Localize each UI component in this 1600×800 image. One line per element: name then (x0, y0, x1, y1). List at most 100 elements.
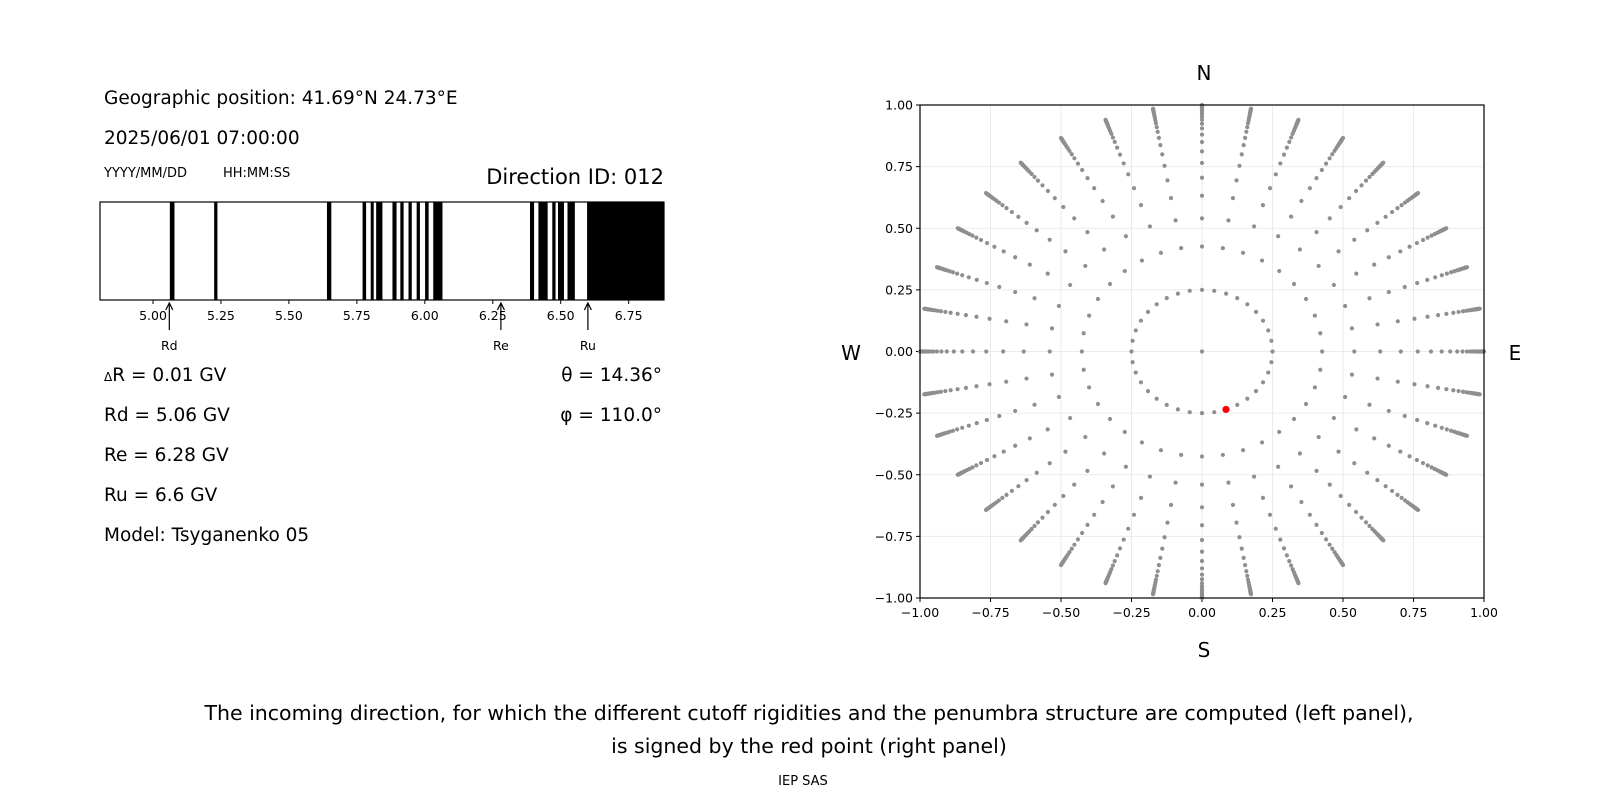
direction-point (1412, 382, 1417, 387)
caption-line-2: is signed by the red point (right panel) (611, 734, 1007, 758)
direction-point (1439, 425, 1444, 430)
direction-point (1260, 203, 1266, 208)
direction-point (1199, 149, 1205, 154)
direction-point (1390, 488, 1395, 494)
direction-point (1016, 214, 1021, 219)
direction-point (1024, 376, 1029, 381)
direction-point (1278, 537, 1283, 542)
direction-point (983, 190, 989, 196)
direction-point (1363, 520, 1369, 525)
direction-point (1240, 448, 1246, 453)
direction-point (938, 389, 944, 394)
x-tick-label: 0.75 (1400, 605, 1428, 620)
direction-point (966, 275, 971, 280)
direction-point (1199, 193, 1205, 198)
direction-point (1297, 451, 1302, 456)
theta-text: = 14.36° (573, 365, 662, 386)
direction-point (1439, 273, 1444, 278)
direction-point (934, 433, 940, 438)
direction-point (978, 460, 984, 466)
phi-value: φ = 110.0° (560, 405, 662, 426)
direction-point (1435, 385, 1441, 390)
direction-point (1110, 484, 1115, 489)
direction-point (1199, 482, 1205, 487)
direction-point (970, 349, 976, 354)
direction-point (1291, 281, 1297, 287)
direction-point (1147, 224, 1153, 229)
phi-text: = 110.0° (573, 405, 662, 426)
direction-point (1123, 464, 1128, 469)
direction-point (1199, 523, 1205, 528)
direction-point (1063, 449, 1068, 454)
direction-point (974, 384, 979, 389)
y-tick-label: 0.25 (885, 282, 913, 297)
direction-point (1168, 502, 1174, 508)
direction-point (1444, 472, 1449, 477)
direction-point (1259, 440, 1265, 445)
direction-point (1318, 331, 1323, 336)
direction-point (1237, 163, 1242, 168)
direction-point (1085, 468, 1090, 473)
direction-point (1316, 434, 1321, 440)
y-tick-label: −0.75 (875, 529, 913, 544)
direction-point (1199, 349, 1205, 354)
direction-point (1251, 474, 1257, 479)
direction-point (1456, 388, 1461, 394)
direction-point (1133, 370, 1138, 375)
direction-point (1425, 384, 1430, 389)
direction-point (1024, 220, 1029, 225)
direction-point (1075, 537, 1081, 542)
direction-point (1133, 328, 1138, 333)
direction-point (1004, 319, 1009, 324)
direction-point (960, 273, 965, 278)
direction-point (1230, 502, 1236, 508)
forbidden-band (416, 202, 420, 300)
caption-line-1: The incoming direction, for which the di… (203, 701, 1413, 725)
direction-point (1266, 370, 1271, 375)
direction-point (943, 309, 948, 315)
direction-point (1398, 249, 1403, 254)
direction-point (948, 310, 953, 315)
direction-point (1058, 562, 1064, 568)
direction-point (955, 387, 960, 392)
direction-point (1314, 230, 1319, 235)
direction-point (1024, 478, 1029, 483)
rd-value: Rd = 5.06 GV (104, 405, 230, 426)
direction-point (1245, 302, 1250, 307)
direction-point (1158, 250, 1164, 255)
direction-point (1237, 535, 1242, 540)
direction-point (1425, 314, 1430, 319)
direction-point (1160, 152, 1165, 157)
direction-point (1241, 143, 1246, 148)
y-tick-label: 1.00 (885, 98, 913, 113)
direction-point (1100, 198, 1105, 204)
arrow-head-icon (583, 301, 592, 311)
direction-point (1199, 572, 1205, 577)
arrow-head-icon (496, 301, 505, 311)
direction-point (1154, 125, 1159, 130)
direction-point (1115, 145, 1120, 150)
direction-point (1107, 281, 1113, 287)
forbidden-band (400, 202, 404, 300)
direction-point (934, 265, 940, 270)
delta-r-value: R = 0.01 GV (112, 365, 227, 386)
direction-point (1199, 549, 1205, 554)
direction-point (1451, 388, 1456, 393)
compass-west: W (841, 341, 861, 365)
direction-point (1121, 161, 1126, 166)
direction-point (1168, 195, 1174, 201)
direction-point (1165, 178, 1170, 183)
direction-point (948, 388, 953, 393)
direction-point (1199, 126, 1205, 131)
x-tick-label: −0.25 (1112, 605, 1150, 620)
direction-point (955, 427, 960, 432)
direction-point (1297, 247, 1302, 252)
direction-point (1312, 385, 1317, 390)
x-tick-label: 5.25 (207, 308, 235, 323)
direction-point (1240, 250, 1246, 255)
direction-point (1372, 436, 1377, 441)
direction-point (1009, 209, 1014, 215)
direction-point (1001, 449, 1006, 454)
direction-point (1102, 451, 1107, 456)
